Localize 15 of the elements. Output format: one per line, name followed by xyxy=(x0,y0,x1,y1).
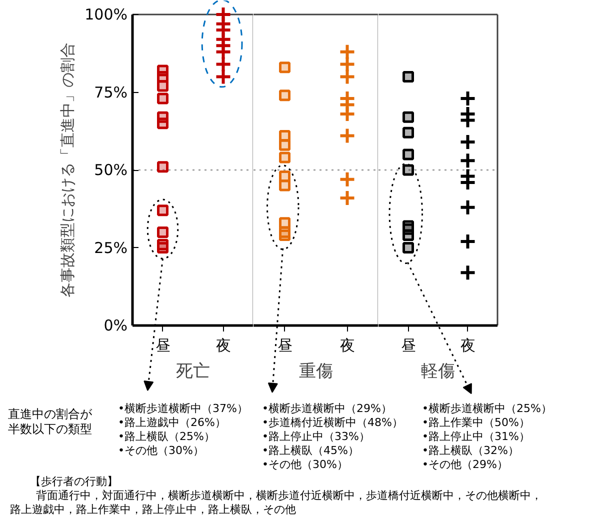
y-tick-label: 50% xyxy=(94,161,128,179)
x-tick-label: 昼 xyxy=(400,336,416,354)
y-tick-label: 25% xyxy=(94,238,128,257)
x-tick-label: 昼 xyxy=(277,336,292,354)
x-tick-label: 夜 xyxy=(460,336,476,354)
y-tick-label: 75% xyxy=(94,83,128,102)
y-tick-label: 0% xyxy=(104,316,128,334)
x-tick-label: 夜 xyxy=(216,336,231,354)
y-tick-label: 100% xyxy=(84,6,128,24)
x-axis-title: 軽傷 xyxy=(421,362,455,382)
x-axis-title: 重傷 xyxy=(299,362,333,382)
x-axis-title: 死亡 xyxy=(176,362,210,382)
x-tick-label: 夜 xyxy=(340,336,355,354)
x-tick-label: 昼 xyxy=(155,336,170,354)
y-axis-title: 各事故類型における「直進中」の割合 xyxy=(58,42,77,298)
